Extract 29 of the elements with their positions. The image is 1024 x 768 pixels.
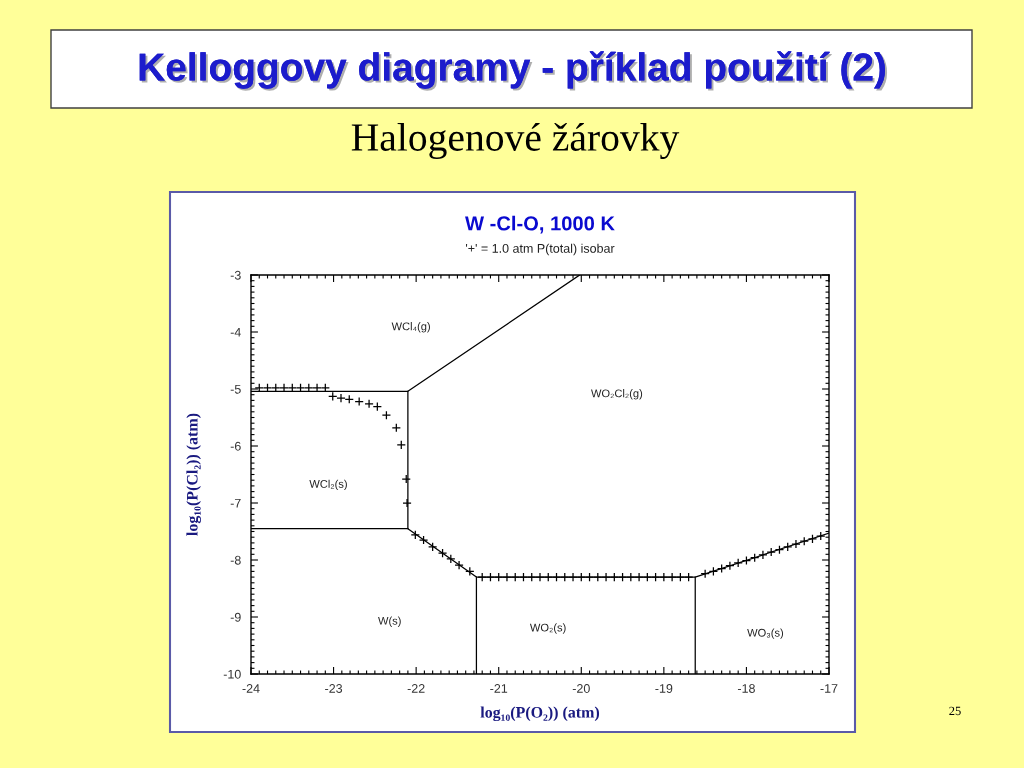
y-tick-label: -4: [230, 327, 241, 337]
chart-subtitle: '+' = 1.0 atm P(total) isobar: [466, 243, 615, 256]
annotation: WO₃(s): [747, 628, 784, 639]
annotation: WO₂(s): [529, 623, 566, 634]
x-tick-label: -21: [490, 684, 508, 693]
x-tick-label: -22: [407, 684, 425, 693]
y-axis-title: log₁₀(P(Cl₂)) (atm): [186, 413, 201, 536]
x-tick-label: -19: [655, 684, 673, 693]
text: Halogenové žárovky: [351, 122, 680, 160]
x-tick-label: -18: [737, 684, 755, 693]
x-axis-title: log₁₀(P(O₂)) (atm): [480, 706, 600, 722]
x-tick-label: -24: [242, 684, 260, 693]
annotation: W(s): [378, 616, 401, 627]
y-tick-label: -5: [230, 384, 241, 394]
y-tick-label: -6: [230, 441, 241, 451]
y-tick-label: -9: [230, 612, 241, 622]
x-tick-label: -23: [325, 684, 343, 693]
annotation: WCl₂(s): [309, 479, 347, 491]
x-tick-label: -20: [572, 684, 590, 693]
y-tick-label: -8: [230, 555, 241, 565]
y-tick-label: -3: [230, 270, 241, 280]
text: Kelloggovy diagramy - příklad použití (2): [139, 51, 888, 91]
x-tick-label: -17: [820, 684, 838, 693]
y-tick-label: -7: [230, 498, 241, 508]
chart-title: W -Cl-O, 1000 K: [465, 215, 615, 234]
annotation: WCl₄(g): [391, 322, 430, 333]
annotation: WO₂Cl₂(g): [591, 389, 643, 400]
text: 25: [949, 706, 961, 716]
y-tick-label: -10: [223, 669, 241, 679]
